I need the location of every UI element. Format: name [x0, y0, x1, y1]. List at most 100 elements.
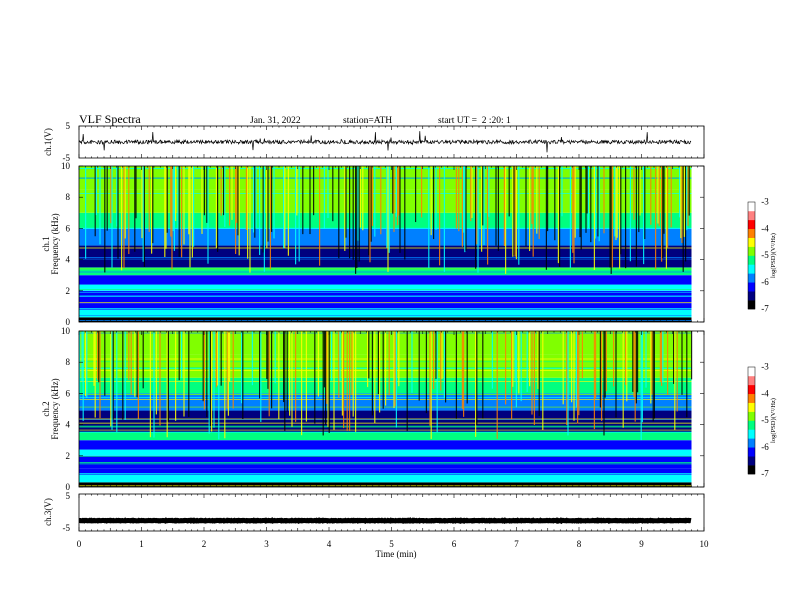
- ch1-ytick-bottom: -5: [63, 153, 71, 163]
- spectrogram-stripe: [175, 166, 177, 222]
- spectrogram-stripe: [644, 166, 646, 240]
- spectrogram-stripe: [398, 331, 400, 387]
- spectrogram-stripe: [167, 331, 169, 422]
- colorbar-label: log(PSD)(V²/Hz): [770, 233, 777, 278]
- spectrogram-stripe: [188, 166, 190, 235]
- y-tick-label: 2: [66, 451, 71, 461]
- spectrogram-stripe: [581, 331, 583, 379]
- spectrogram-stripe: [388, 331, 390, 396]
- y-tick-label: 6: [66, 223, 71, 233]
- spectrogram-stripe: [136, 331, 138, 398]
- time-axis-tick-label: 5: [389, 539, 394, 549]
- spectrogram-band: [79, 267, 692, 276]
- spectrogram-stripe: [495, 166, 497, 246]
- colorbar-segment: [748, 375, 755, 386]
- spectrogram-stripe: [368, 166, 370, 256]
- spectrogram-stripe: [508, 166, 510, 217]
- ch2-spectrogram-stripes: [79, 331, 693, 441]
- spectrogram-stripe: [394, 331, 396, 407]
- spectrogram-stripe: [289, 331, 291, 416]
- spectrogram-stripe: [610, 166, 612, 274]
- spectrogram-stripe: [665, 166, 667, 269]
- spectrogram-stripe: [679, 166, 681, 218]
- colorbar-segment: [748, 447, 755, 457]
- spectrogram-stripe: [181, 331, 183, 379]
- spectrogram-stripe: [224, 331, 226, 439]
- figure-title: VLF Spectra: [79, 112, 141, 126]
- ch1-spectrogram-y-ticks: 0 2 4 6 8 10: [61, 161, 704, 327]
- spectrogram-stripe: [367, 331, 369, 388]
- spectrogram-stripe: [85, 331, 87, 397]
- spectrogram-stripe: [266, 166, 268, 249]
- spectrogram-band: [79, 474, 692, 483]
- spectrogram-stripe: [388, 166, 390, 253]
- spectrogram-stripe: [332, 166, 334, 222]
- spectrogram-stripe: [111, 166, 113, 268]
- spectrogram-stripe: [295, 331, 297, 422]
- spectrogram-stripe: [613, 331, 615, 387]
- spectrogram-stripe: [601, 331, 603, 421]
- spectrogram-stripe: [443, 331, 445, 399]
- spectrogram-stripe: [247, 166, 249, 259]
- spectrogram-stripe: [691, 331, 693, 380]
- spectrogram-stripe: [338, 166, 340, 259]
- spectrogram-band: [79, 432, 692, 441]
- spectrogram-stripe: [505, 331, 507, 405]
- spectrogram-stripe: [357, 166, 359, 241]
- spectrogram-stripe: [93, 331, 95, 386]
- spectrogram-stripe: [561, 166, 563, 217]
- spectrogram-stripe: [291, 331, 293, 427]
- colorbar-segment: [748, 300, 755, 310]
- spectrogram-stripe: [124, 166, 126, 239]
- spectrogram-stripe: [260, 331, 262, 422]
- ch1-ytick-top: 5: [66, 121, 71, 131]
- spectrogram-stripe: [166, 331, 168, 438]
- spectrogram-stripe: [331, 331, 333, 381]
- time-axis-tick-label: 0: [77, 539, 82, 549]
- spectrogram-stripe: [134, 166, 136, 252]
- spectrogram-band: [79, 245, 692, 268]
- time-axis-tick-label: 4: [327, 539, 332, 549]
- spectrogram-stripe: [653, 331, 655, 419]
- spectrogram-stripe: [201, 166, 203, 234]
- spectrogram-stripe: [356, 166, 358, 268]
- spectrogram-band: [79, 309, 692, 318]
- spectrogram-stripe: [229, 331, 231, 382]
- spectrogram-stripe: [674, 331, 676, 430]
- spectrogram-stripe: [143, 166, 145, 267]
- spectrogram-stripe: [191, 166, 193, 258]
- spectrogram-stripe: [213, 331, 215, 428]
- spectrogram-stripe: [223, 166, 225, 216]
- spectrogram-stripe: [667, 331, 669, 395]
- spectrogram-stripe: [153, 331, 155, 438]
- spectrogram-stripe: [209, 331, 211, 427]
- spectrogram-stripe: [128, 331, 130, 381]
- spectrogram-stripe: [686, 331, 688, 418]
- y-tick-label: 10: [61, 326, 71, 336]
- y-tick-label: 8: [66, 192, 71, 202]
- colorbar-tick-label: -4: [761, 388, 769, 398]
- spectrogram-stripe: [379, 331, 381, 413]
- spectrogram-stripe: [172, 166, 174, 232]
- spectrogram-stripe: [635, 166, 637, 267]
- spectrogram-stripe: [566, 331, 568, 426]
- spectrogram-stripe: [254, 166, 256, 238]
- ch1-spectrogram-x-ticks: [78, 166, 705, 322]
- colorbar-segment: [748, 393, 755, 403]
- spectrogram-stripe: [458, 166, 460, 232]
- spectrogram-stripe: [455, 331, 457, 419]
- spectrogram-stripe: [343, 331, 345, 429]
- spectrogram-stripe: [651, 331, 653, 395]
- ch2-spectrogram-panel: 0 2 4 6 8 10 ch.2 Frequency (kHz) -3 -4 -5 -6 -7 l…: [41, 326, 777, 492]
- spectrogram-stripe: [595, 166, 597, 239]
- spectrogram-stripe: [165, 166, 167, 249]
- spectrogram-stripe: [323, 166, 325, 229]
- spectrogram-stripe: [586, 166, 588, 214]
- time-axis-tick-label: 7: [514, 539, 519, 549]
- spectrogram-band: [79, 440, 692, 450]
- spectrogram-band: [79, 284, 692, 291]
- spectrogram-stripe: [371, 331, 373, 416]
- spectrogram-stripe: [305, 331, 307, 422]
- colorbar-segment: [748, 384, 755, 395]
- spectrogram-stripe: [687, 166, 689, 226]
